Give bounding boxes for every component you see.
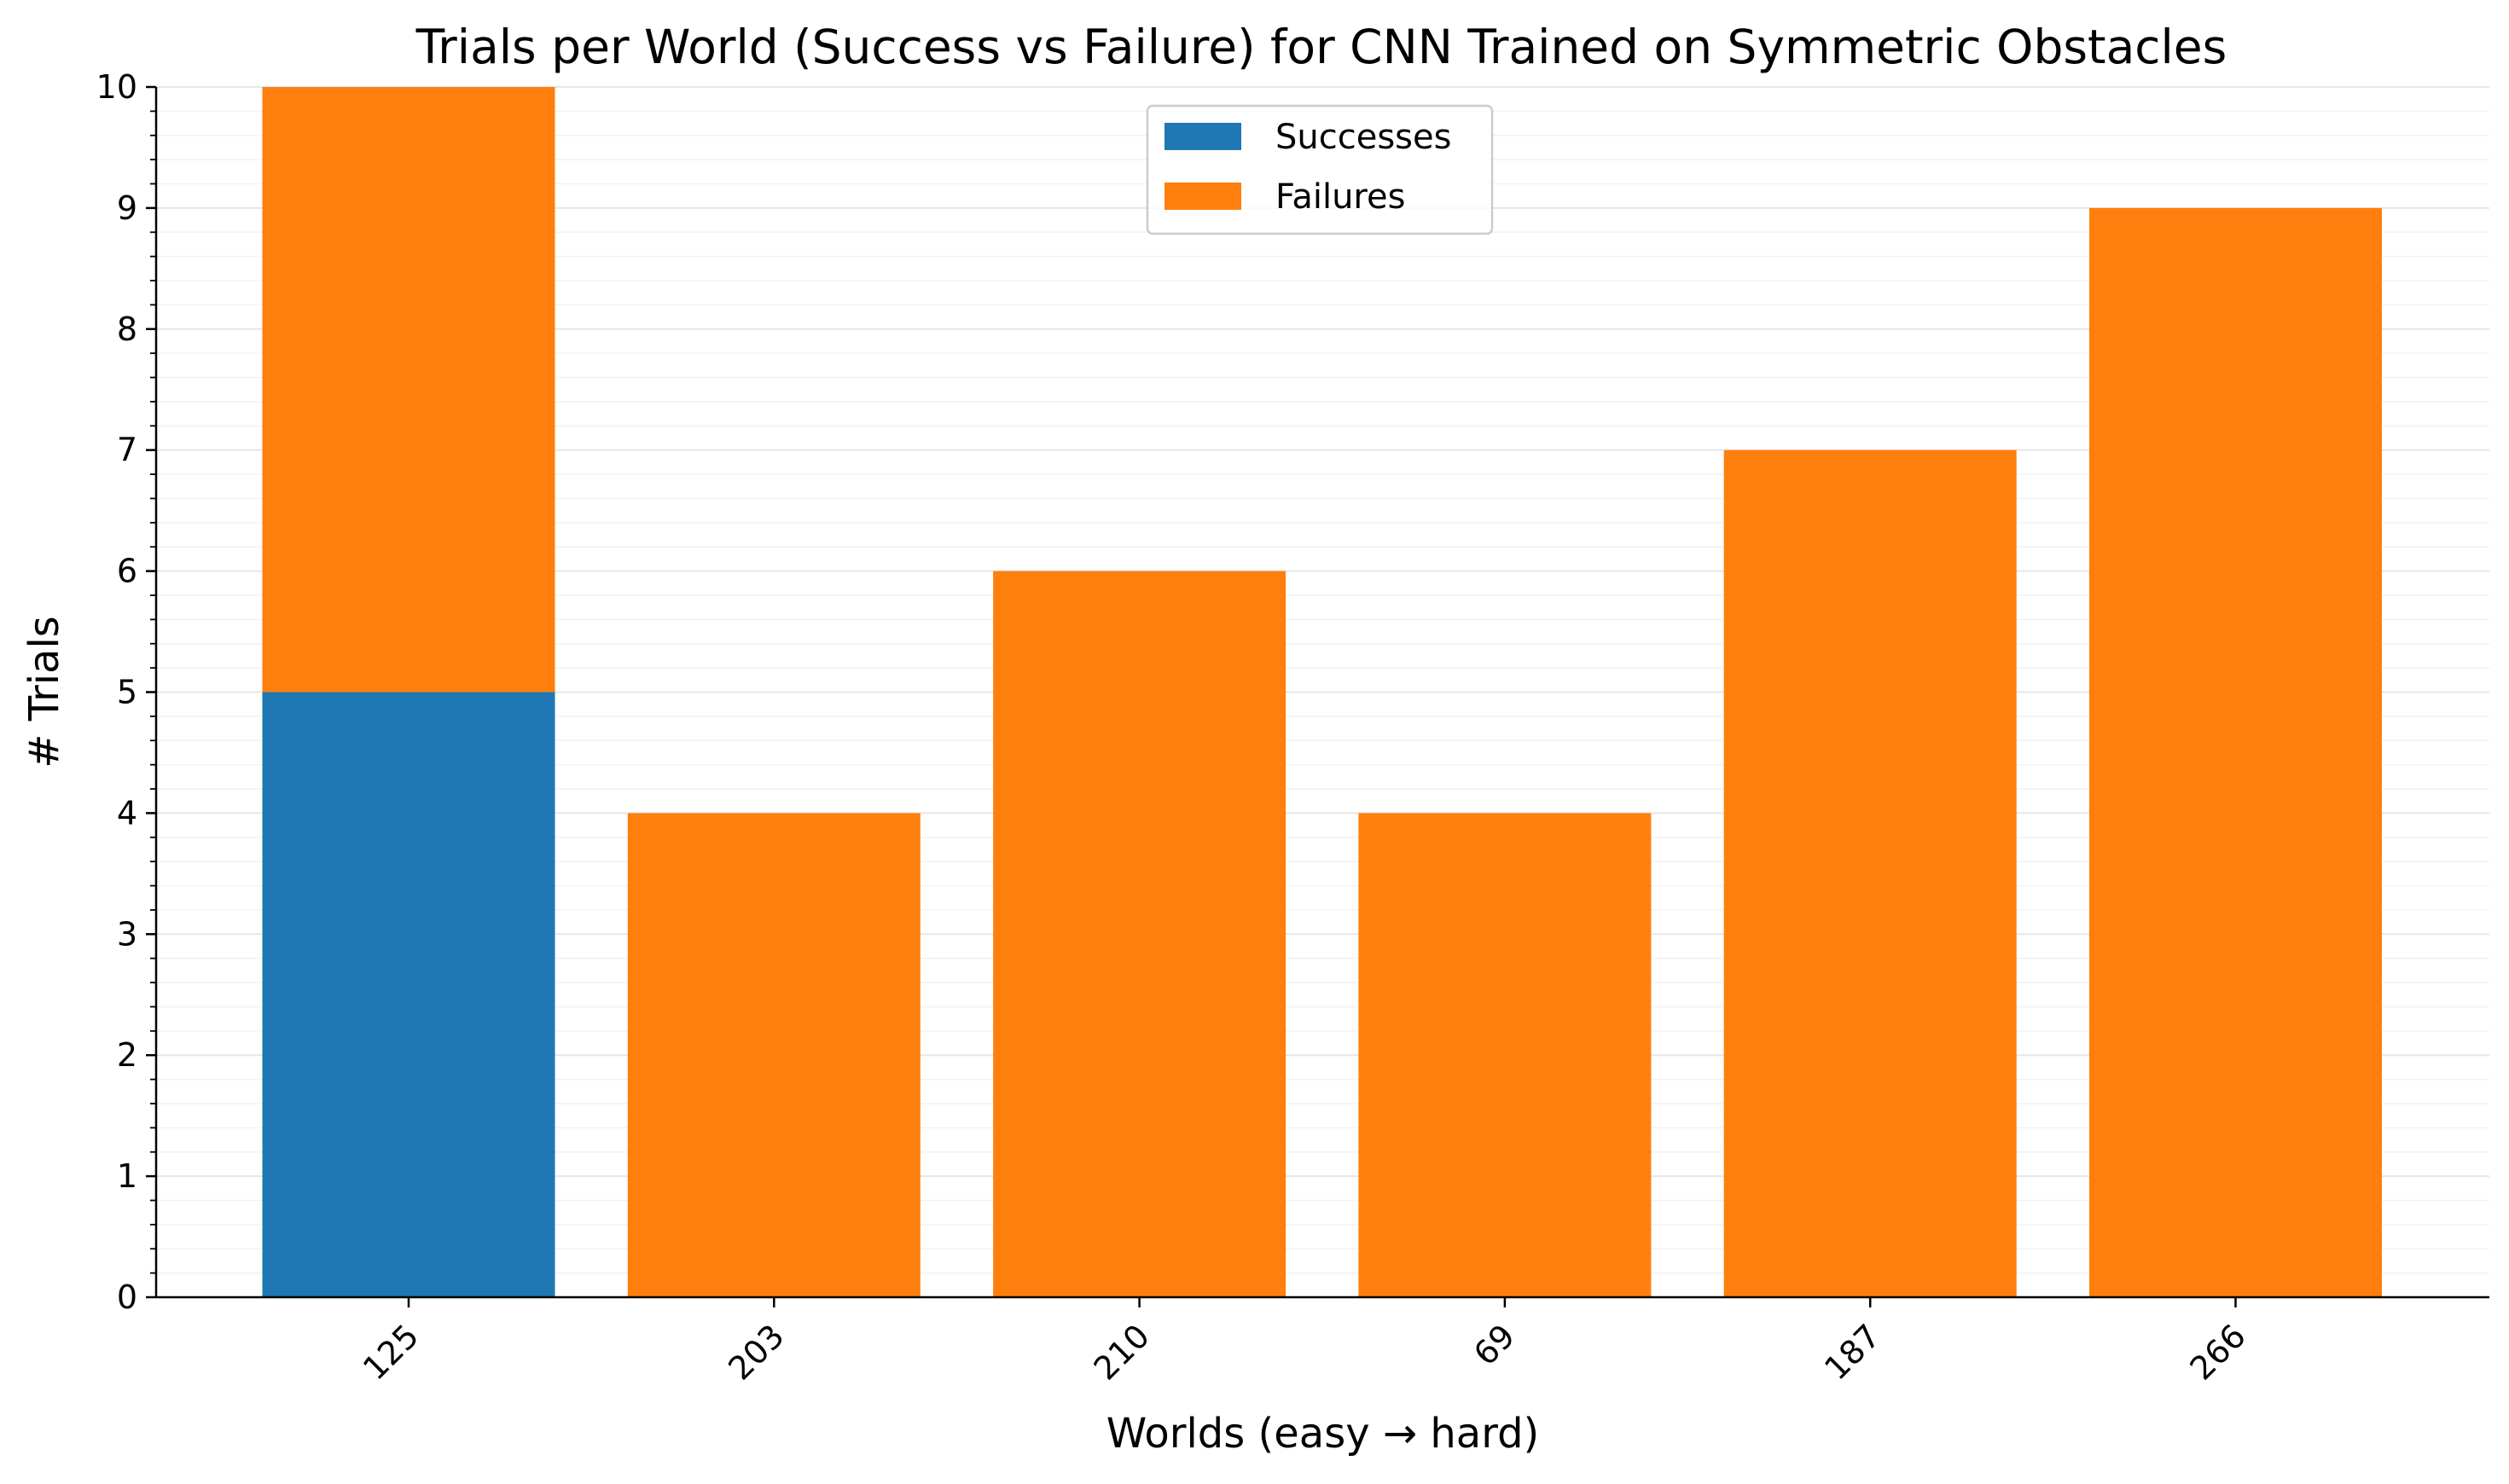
bar-failures-69	[1358, 813, 1652, 1297]
x-tick-label-266: 266	[2182, 1317, 2252, 1387]
x-tick-label-187: 187	[1817, 1317, 1887, 1387]
y-tick-label-6: 6	[117, 553, 137, 590]
bar-failures-266	[2089, 207, 2382, 1297]
x-tick-label-203: 203	[721, 1317, 791, 1387]
legend-label-successes: Successes	[1275, 118, 1451, 157]
y-tick-label-8: 8	[117, 310, 137, 348]
chart-title: Trials per World (Success vs Failure) fo…	[415, 20, 2227, 74]
y-ticks: 0 1 2 3 4 5 6 7 8 9 10	[96, 68, 156, 1316]
x-ticks: 125 203 210 69 187 266	[356, 1297, 2253, 1388]
y-tick-label-2: 2	[117, 1036, 137, 1074]
y-tick-label-1: 1	[117, 1157, 137, 1195]
legend-swatch-successes	[1164, 123, 1241, 150]
bar-successes-125	[262, 692, 555, 1297]
y-tick-label-10: 10	[96, 68, 137, 106]
y-axis-label: # Trials	[20, 616, 68, 768]
y-tick-label-7: 7	[117, 432, 137, 469]
legend: Successes Failures	[1146, 104, 1494, 235]
x-axis-label: Worlds (easy → hard)	[1106, 1410, 1540, 1458]
x-tick-label-69: 69	[1466, 1317, 1522, 1372]
legend-label-failures: Failures	[1275, 177, 1405, 217]
bar-failures-203	[627, 813, 921, 1297]
bars	[262, 87, 2382, 1297]
y-tick-label-4: 4	[117, 794, 137, 832]
x-tick-label-125: 125	[356, 1317, 426, 1387]
legend-swatch-failures	[1164, 183, 1241, 210]
bar-failures-210	[993, 571, 1286, 1297]
y-tick-label-9: 9	[117, 189, 137, 227]
x-tick-label-210: 210	[1087, 1317, 1157, 1387]
y-tick-label-0: 0	[117, 1278, 137, 1316]
bar-failures-187	[1723, 449, 2017, 1297]
y-tick-label-5: 5	[117, 674, 137, 711]
y-tick-label-3: 3	[117, 915, 137, 953]
bar-failures-125	[262, 87, 555, 693]
